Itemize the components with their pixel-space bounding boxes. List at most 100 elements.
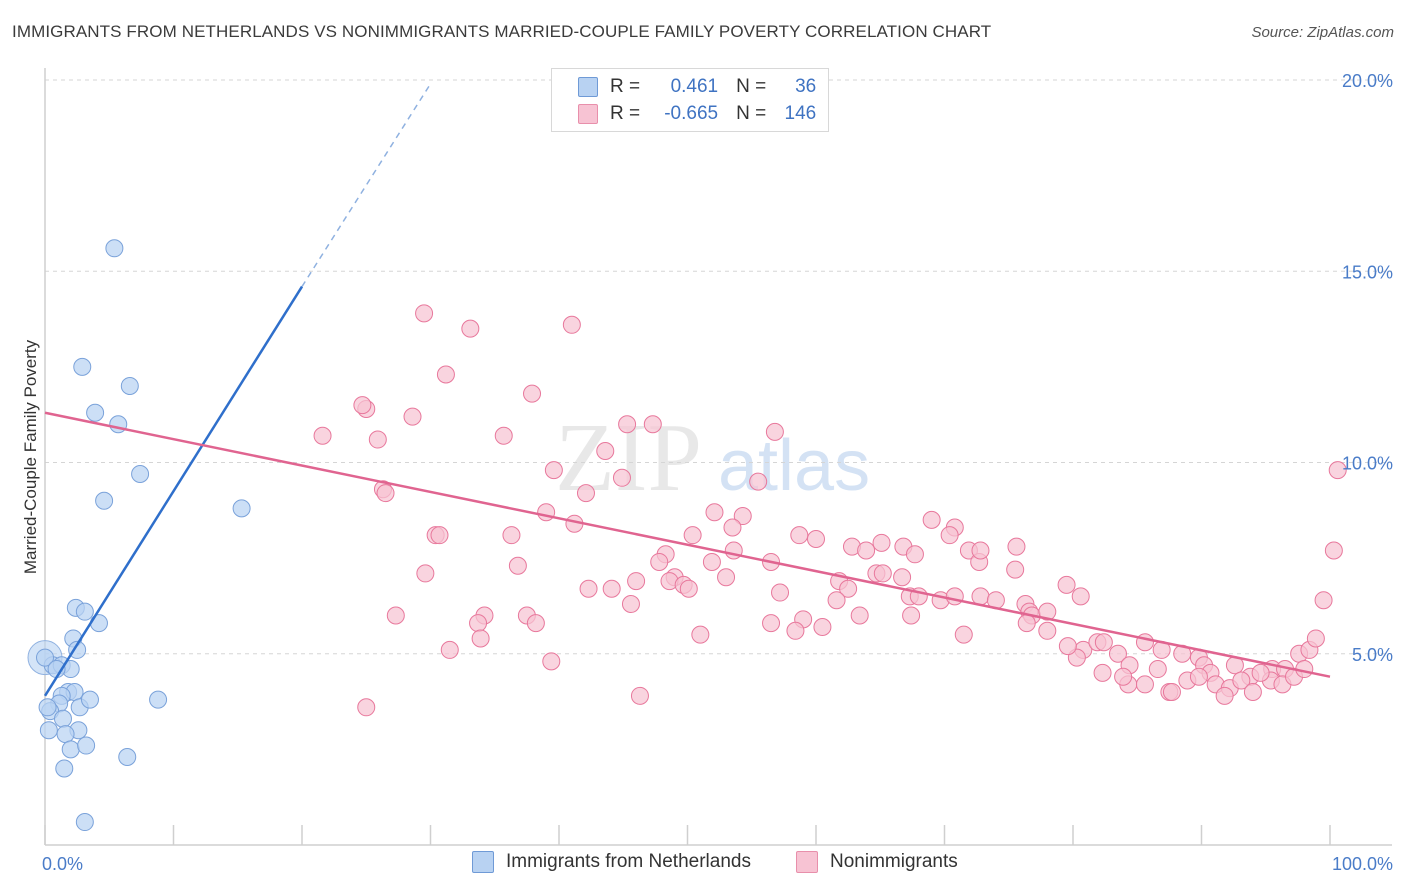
trend-line-immigrants (43, 285, 304, 697)
data-point-nonimmigrants (1306, 629, 1325, 648)
data-point-nonimmigrants (1094, 633, 1113, 652)
data-point-nonimmigrants (807, 530, 825, 548)
data-point-nonimmigrants (562, 315, 581, 334)
data-point-nonimmigrants (1017, 614, 1036, 633)
data-point-nonimmigrants (813, 617, 832, 636)
y-tick-label: 5.0% (1352, 645, 1393, 665)
data-point-nonimmigrants (1114, 667, 1133, 686)
data-point-nonimmigrants (762, 614, 781, 633)
data-point-nonimmigrants (436, 365, 455, 384)
x-tick-label-min: 0.0% (42, 854, 83, 874)
data-point-immigrants (75, 602, 94, 621)
data-point-nonimmigrants (1189, 667, 1208, 686)
data-point-nonimmigrants (621, 595, 640, 614)
data-point-nonimmigrants (765, 422, 784, 441)
data-point-immigrants (75, 813, 94, 832)
data-point-nonimmigrants (1215, 686, 1234, 705)
legend-label-immigrants: Immigrants from Netherlands (506, 851, 751, 872)
series-immigrants-points (27, 239, 251, 832)
data-point-nonimmigrants (857, 541, 876, 560)
x-tick-label-max: 100.0% (1332, 854, 1393, 874)
data-point-nonimmigrants (508, 556, 527, 575)
data-point-nonimmigrants (1006, 560, 1025, 579)
data-point-nonimmigrants (627, 572, 646, 591)
data-point-nonimmigrants (1148, 660, 1167, 679)
legend-r-label: R = (610, 103, 641, 124)
data-point-nonimmigrants (469, 614, 488, 633)
legend-label-nonimmigrants: Nonimmigrants (830, 851, 958, 872)
data-point-nonimmigrants (1251, 663, 1270, 682)
data-point-nonimmigrants (494, 426, 513, 445)
data-point-nonimmigrants (790, 526, 809, 545)
data-point-nonimmigrants (461, 319, 480, 338)
data-point-nonimmigrants (1108, 644, 1127, 663)
data-point-nonimmigrants (630, 686, 649, 705)
legend-n-value: 146 (784, 103, 817, 124)
data-point-nonimmigrants (873, 564, 892, 583)
data-point-nonimmigrants (749, 472, 768, 491)
data-point-nonimmigrants (1071, 587, 1090, 606)
y-tick-label: 10.0% (1342, 454, 1393, 474)
legend-row-immigrants: R = 0.461 N = 36 (552, 74, 816, 100)
data-point-nonimmigrants (430, 526, 449, 545)
data-point-nonimmigrants (368, 430, 387, 449)
data-point-nonimmigrants (827, 591, 846, 610)
data-point-immigrants (73, 357, 92, 376)
data-point-nonimmigrants (471, 629, 490, 648)
legend-n-label: N = (736, 76, 767, 97)
data-point-immigrants (80, 690, 99, 709)
data-point-nonimmigrants (723, 518, 742, 537)
data-point-nonimmigrants (1093, 663, 1112, 682)
data-point-nonimmigrants (971, 587, 990, 606)
data-point-nonimmigrants (717, 568, 736, 587)
data-point-nonimmigrants (579, 579, 598, 598)
data-point-nonimmigrants (502, 526, 521, 545)
data-point-nonimmigrants (596, 442, 615, 461)
data-point-nonimmigrants (971, 541, 990, 560)
data-point-nonimmigrants (526, 614, 545, 633)
legend-swatch-blue (472, 851, 494, 873)
y-tick-label: 20.0% (1342, 71, 1393, 91)
source-credit: Source: ZipAtlas.com (1251, 24, 1394, 41)
legend-swatch-blue (578, 77, 598, 97)
data-point-nonimmigrants (905, 545, 924, 564)
data-point-immigrants (86, 403, 105, 422)
legend-r-label: R = (610, 76, 641, 97)
chart-title: IMMIGRANTS FROM NETHERLANDS VS NONIMMIGR… (12, 22, 992, 41)
series-legend: Immigrants from Netherlands Nonimmigrant… (0, 851, 1406, 877)
legend-item-immigrants[interactable]: Immigrants from Netherlands (472, 851, 751, 873)
data-point-immigrants (120, 377, 139, 395)
data-point-nonimmigrants (386, 606, 405, 625)
data-point-nonimmigrants (440, 640, 459, 659)
data-point-nonimmigrants (612, 468, 631, 487)
legend-n-label: N = (736, 103, 767, 124)
data-point-nonimmigrants (733, 507, 752, 526)
data-point-nonimmigrants (771, 583, 790, 602)
data-point-nonimmigrants (576, 484, 595, 503)
data-point-nonimmigrants (643, 415, 662, 434)
data-point-nonimmigrants (650, 552, 669, 571)
data-point-nonimmigrants (1162, 683, 1181, 701)
data-point-nonimmigrants (850, 606, 869, 625)
data-point-nonimmigrants (1243, 683, 1262, 701)
trend-line-immigrants-extension (301, 83, 432, 287)
data-point-nonimmigrants (1135, 675, 1154, 694)
data-point-nonimmigrants (922, 510, 941, 529)
data-point-nonimmigrants (376, 484, 395, 503)
y-axis-title: Married-Couple Family Poverty (21, 339, 40, 574)
trend-line-nonimmigrants (44, 411, 1331, 678)
y-tick-label: 15.0% (1342, 262, 1393, 282)
data-point-nonimmigrants (618, 415, 637, 434)
data-point-nonimmigrants (691, 625, 710, 644)
legend-r-value: 0.461 (670, 76, 719, 97)
data-point-nonimmigrants (1038, 602, 1057, 621)
data-point-immigrants (56, 725, 75, 744)
data-point-nonimmigrants (523, 384, 542, 403)
legend-item-nonimmigrants[interactable]: Nonimmigrants (796, 851, 958, 873)
data-point-nonimmigrants (1058, 637, 1077, 656)
data-point-nonimmigrants (313, 426, 332, 445)
data-point-nonimmigrants (893, 568, 912, 587)
data-point-nonimmigrants (1057, 575, 1076, 594)
data-point-nonimmigrants (872, 533, 891, 552)
